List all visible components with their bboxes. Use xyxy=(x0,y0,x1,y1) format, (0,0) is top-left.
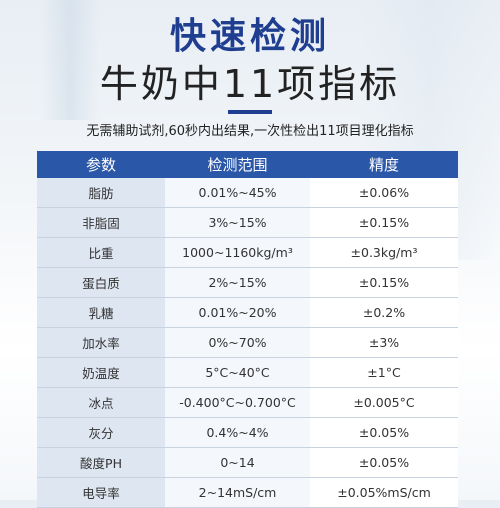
cell-parameter: 乳糖 xyxy=(37,297,165,328)
header-accuracy: 精度 xyxy=(310,151,458,178)
table-row: 酸度PH 0~14 ±0.05% xyxy=(37,447,458,478)
cell-accuracy: ±1°C xyxy=(310,357,458,388)
cell-accuracy: ±0.05%mS/cm xyxy=(310,477,458,508)
table-row: 灰分 0.4%~4% ±0.05% xyxy=(37,417,458,448)
cell-range: 0~14 xyxy=(165,447,310,478)
cell-parameter: 电导率 xyxy=(37,477,165,508)
background-glassware-left xyxy=(40,0,100,120)
table-row: 加水率 0%~70% ±3% xyxy=(37,327,458,358)
cell-range: -0.400°C~0.700°C xyxy=(165,387,310,418)
header-parameter: 参数 xyxy=(37,151,165,178)
cell-parameter: 奶温度 xyxy=(37,357,165,388)
table-row: 比重 1000~1160kg/m³ ±0.3kg/m³ xyxy=(37,237,458,268)
cell-accuracy: ±0.05% xyxy=(310,447,458,478)
cell-parameter: 非脂固 xyxy=(37,207,165,238)
page-subtitle: 牛奶中11项指标 xyxy=(99,62,401,106)
cell-range: 2%~15% xyxy=(165,267,310,298)
cell-range: 0.01%~45% xyxy=(165,178,310,208)
header-range: 检测范围 xyxy=(165,151,310,178)
cell-parameter: 灰分 xyxy=(37,417,165,448)
page-title: 快速检测 xyxy=(169,16,330,57)
cell-range: 0.01%~20% xyxy=(165,297,310,328)
title-divider xyxy=(228,110,272,114)
cell-parameter: 蛋白质 xyxy=(37,267,165,298)
cell-range: 3%~15% xyxy=(165,207,310,238)
table-row: 非脂固 3%~15% ±0.15% xyxy=(37,207,458,238)
cell-accuracy: ±3% xyxy=(310,327,458,358)
cell-parameter: 脂肪 xyxy=(37,178,165,208)
cell-accuracy: ±0.3kg/m³ xyxy=(310,237,458,268)
cell-parameter: 加水率 xyxy=(37,327,165,358)
table-row: 乳糖 0.01%~20% ±0.2% xyxy=(37,297,458,328)
description-text: 无需辅助试剂,60秒内出结果,一次性检出11项目理化指标 xyxy=(86,124,414,139)
table-header-row: 参数 检测范围 精度 xyxy=(37,151,458,178)
table-body: 脂肪 0.01%~45% ±0.06% 非脂固 3%~15% ±0.15% 比重 1000~1… xyxy=(37,178,458,508)
table-row: 电导率 2~14mS/cm ±0.05%mS/cm xyxy=(37,477,458,508)
cell-range: 2~14mS/cm xyxy=(165,477,310,508)
cell-range: 5°C~40°C xyxy=(165,357,310,388)
cell-accuracy: ±0.06% xyxy=(310,178,458,208)
table-row: 冰点 -0.400°C~0.700°C ±0.005°C xyxy=(37,387,458,418)
cell-range: 1000~1160kg/m³ xyxy=(165,237,310,268)
cell-accuracy: ±0.15% xyxy=(310,207,458,238)
cell-accuracy: ±0.2% xyxy=(310,297,458,328)
table-row: 蛋白质 2%~15% ±0.15% xyxy=(37,267,458,298)
spec-table: 参数 检测范围 精度 脂肪 0.01%~45% ±0.06% 非脂固 3%~15% ±0.… xyxy=(37,151,458,508)
cell-range: 0%~70% xyxy=(165,327,310,358)
cell-parameter: 比重 xyxy=(37,237,165,268)
cell-parameter: 酸度PH xyxy=(37,447,165,478)
cell-accuracy: ±0.15% xyxy=(310,267,458,298)
table-row: 奶温度 5°C~40°C ±1°C xyxy=(37,357,458,388)
cell-accuracy: ±0.005°C xyxy=(310,387,458,418)
table-row: 脂肪 0.01%~45% ±0.06% xyxy=(37,178,458,208)
cell-accuracy: ±0.05% xyxy=(310,417,458,448)
cell-range: 0.4%~4% xyxy=(165,417,310,448)
cell-parameter: 冰点 xyxy=(37,387,165,418)
